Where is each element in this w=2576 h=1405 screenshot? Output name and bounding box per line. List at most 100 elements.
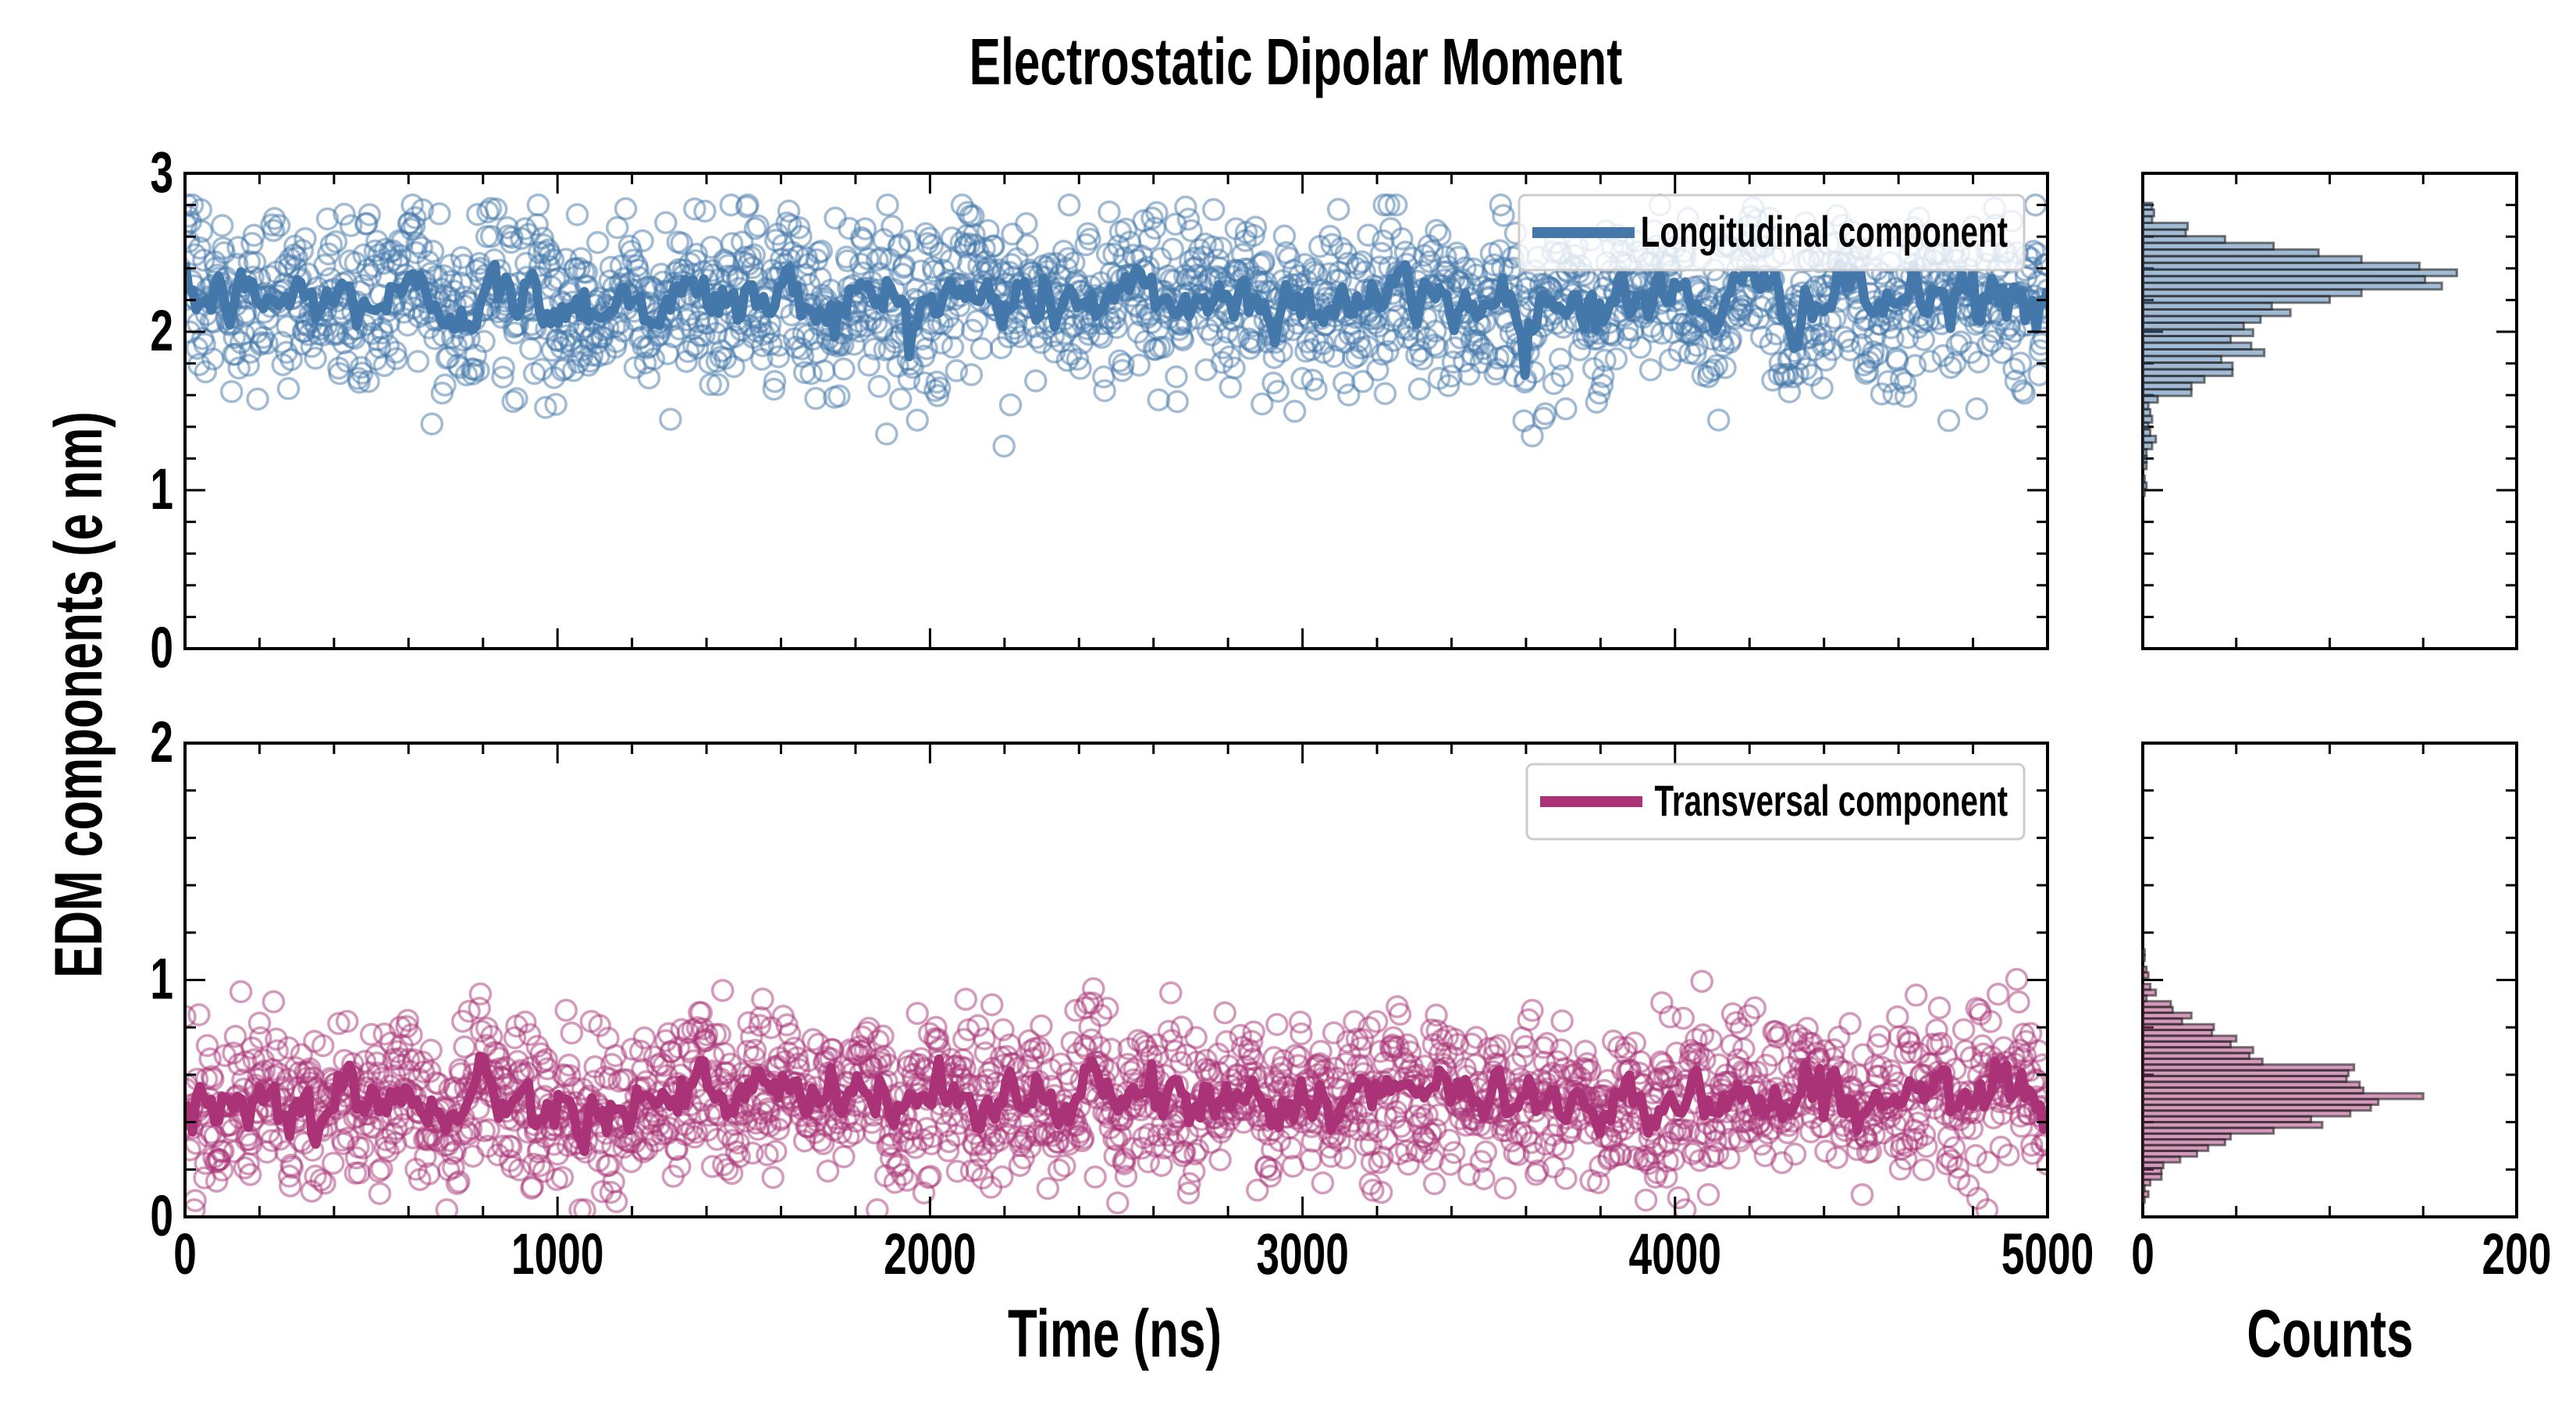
scatter-point	[503, 1026, 527, 1050]
scatter-point	[864, 311, 888, 335]
scatter-point	[954, 987, 977, 1011]
scatter-point	[736, 193, 760, 217]
scatter-point	[1850, 1183, 1874, 1207]
scatter-point	[1186, 1138, 1210, 1162]
scatter-point	[1288, 1010, 1312, 1034]
scatter-point	[227, 356, 251, 380]
scatter-point	[1200, 323, 1224, 347]
scatter-point	[1171, 328, 1195, 352]
scatter-point	[1299, 1148, 1322, 1172]
scatter-point	[262, 219, 286, 243]
scatter-point	[333, 202, 356, 226]
scatter-point	[1519, 1130, 1543, 1154]
scatter-point	[327, 1012, 350, 1036]
scatter-point	[816, 1159, 840, 1183]
scatter-point	[491, 1134, 514, 1158]
scatter-point	[1915, 1134, 1938, 1158]
scatter-point	[560, 1021, 584, 1045]
scatter-point	[854, 314, 878, 338]
y-tick-label: 2	[150, 298, 173, 363]
scatter-point	[311, 1033, 335, 1058]
scatter-point	[1489, 193, 1513, 217]
scatter-point	[262, 990, 286, 1014]
scatter-point	[787, 215, 811, 240]
scatter-point	[442, 1156, 465, 1179]
scatter-point	[1159, 981, 1183, 1005]
scatter-point	[304, 347, 327, 370]
scatter-point	[229, 980, 253, 1004]
scatter-point	[1311, 1171, 1335, 1195]
scatter-point	[1218, 345, 1241, 368]
scatter-point	[941, 336, 965, 359]
y-tick-label: 1	[150, 947, 173, 1012]
scatter-point	[1350, 1027, 1375, 1051]
scatter-point	[1965, 397, 1989, 421]
scatter-point	[1685, 333, 1709, 357]
scatter-point	[1827, 1026, 1851, 1049]
hist-x-tick-label: 0	[2131, 1222, 2154, 1286]
scatter-point	[869, 246, 893, 270]
scatter-point	[1701, 1144, 1725, 1168]
scatter-point	[715, 1158, 739, 1181]
scatter-point	[700, 1154, 724, 1179]
scatter-point	[1213, 1001, 1236, 1025]
scatter-point	[1041, 1135, 1066, 1158]
scatter-point	[661, 325, 685, 349]
scatter-point	[1604, 347, 1628, 371]
scatter-point	[741, 1141, 764, 1165]
scatter-point	[966, 1014, 990, 1037]
scatter-point	[1372, 193, 1396, 217]
scatter-point	[2002, 357, 2026, 381]
scatter-point	[1105, 315, 1129, 340]
scatter-point	[185, 1138, 201, 1161]
scatter-point	[1209, 1120, 1233, 1144]
scatter-point	[1705, 354, 1729, 378]
scatter-point	[804, 386, 827, 411]
scatter-point	[1373, 382, 1397, 405]
scatter-point	[767, 333, 792, 357]
scatter-point	[928, 376, 952, 400]
scatter-point	[1272, 1049, 1296, 1072]
scatter-point	[706, 373, 730, 397]
scatter-point	[748, 1013, 772, 1037]
scatter-point	[201, 1068, 225, 1091]
scatter-point	[420, 412, 444, 436]
scatter-point	[895, 1168, 919, 1192]
scatter-point	[1357, 1016, 1381, 1040]
scatter-point	[1507, 1143, 1530, 1166]
scatter-point	[1997, 1143, 2020, 1167]
scatter-point	[445, 1172, 469, 1196]
scatter-point	[937, 1129, 961, 1154]
scatter-point	[1071, 1126, 1095, 1150]
scatter-point	[519, 337, 543, 361]
y-tick-label-group: 0	[150, 615, 173, 680]
scatter-point	[1161, 237, 1184, 261]
scatter-point	[1230, 243, 1254, 266]
scatter-point	[557, 1053, 581, 1077]
scatter-point	[1165, 389, 1189, 414]
scatter-point	[452, 253, 475, 277]
scatter-point	[657, 1116, 681, 1140]
scatter-point	[875, 422, 898, 446]
scatter-point	[1439, 1152, 1462, 1176]
scatter-point	[1706, 1141, 1730, 1165]
scatter-point	[987, 1128, 1011, 1152]
scatter-point	[1364, 1010, 1389, 1033]
scatter-point	[693, 199, 717, 223]
scatter-point	[2011, 379, 2034, 403]
scatter-point	[606, 215, 629, 240]
scatter-point	[2019, 1133, 2044, 1157]
scatter-point	[569, 247, 593, 270]
scatter-point	[1436, 374, 1461, 397]
scatter-point	[1925, 1018, 1948, 1042]
scatter-point	[491, 365, 514, 389]
scatter-point	[853, 217, 877, 240]
hist-bar	[2141, 475, 2146, 484]
scatter-point	[1129, 1098, 1153, 1122]
x-tick-label: 4000	[1629, 1222, 1722, 1286]
scatter-point	[197, 1124, 220, 1148]
scatter-point	[698, 351, 721, 375]
scatter-point	[565, 203, 589, 226]
scatter-point	[2028, 339, 2048, 363]
scatter-point	[763, 369, 787, 393]
